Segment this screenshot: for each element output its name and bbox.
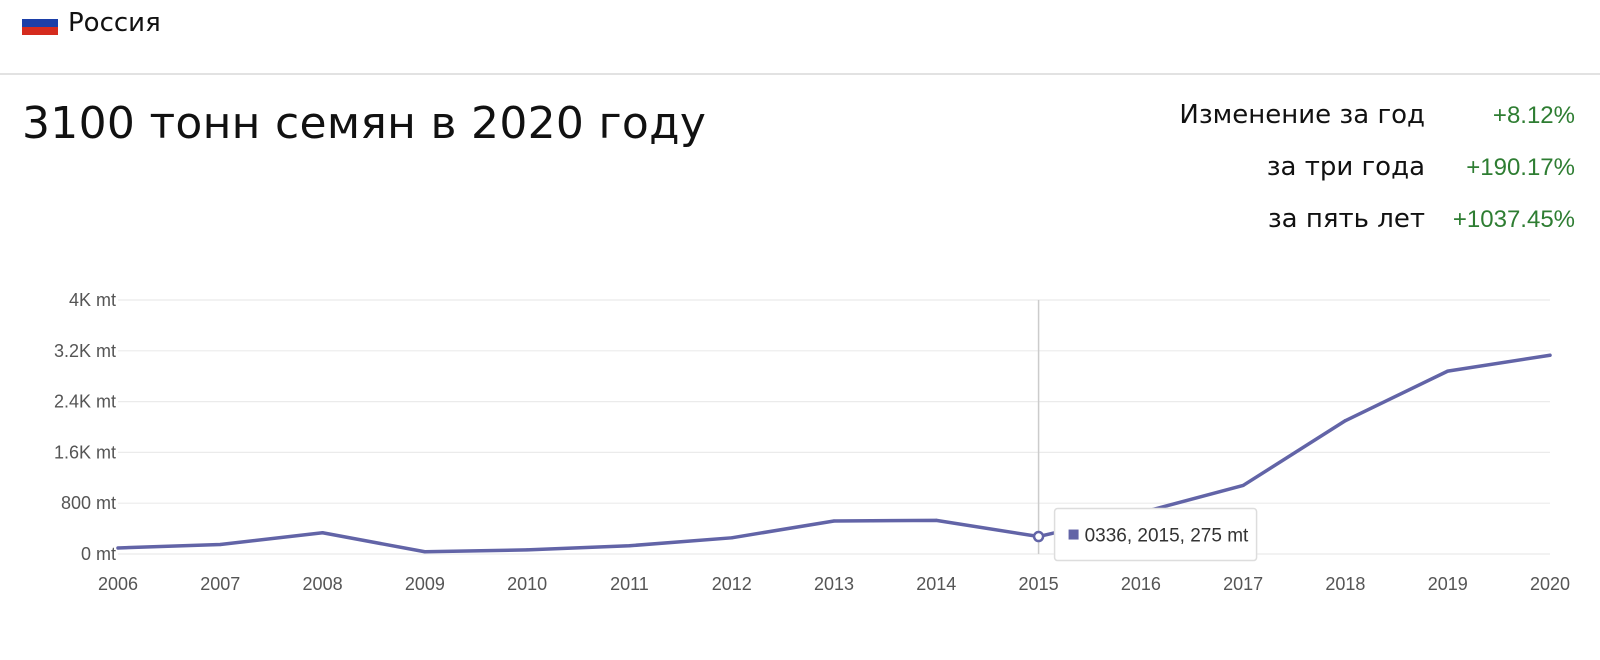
- header-divider: [0, 73, 1600, 75]
- x-tick-label: 2019: [1428, 574, 1468, 594]
- russia-flag-icon: [22, 11, 58, 35]
- line-chart[interactable]: 0 mt 800 mt 1.6K mt 2.4K mt 3.2K mt 4K mt 2006…: [0, 280, 1600, 620]
- change-label-five-years: за пять лет: [1267, 204, 1425, 234]
- flag-stripe-red: [22, 27, 58, 35]
- tooltip-swatch: [1068, 529, 1079, 540]
- x-tick-label: 2015: [1019, 574, 1059, 594]
- x-tick-label: 2006: [98, 574, 138, 594]
- page-title: 3100 тонн семян в 2020 году: [22, 98, 707, 149]
- x-tick-label: 2011: [610, 574, 649, 594]
- tooltip-box: [1053, 507, 1258, 562]
- data-point: [218, 542, 222, 547]
- data-point: [116, 546, 120, 550]
- y-tick-label: 800 mt: [61, 493, 116, 513]
- change-value-year: +8.12%: [1492, 102, 1575, 129]
- hover-point-marker: [1032, 530, 1045, 543]
- change-label-three-years: за три года: [1266, 152, 1425, 182]
- data-point: [320, 531, 325, 535]
- x-tick-label: 2007: [200, 574, 240, 594]
- y-tick-label: 4K mt: [69, 290, 116, 310]
- change-label-year: Изменение за год: [1179, 100, 1425, 130]
- y-tick-label: 1.6K mt: [54, 442, 116, 462]
- x-tick-label: 2010: [507, 574, 547, 594]
- change-row-five-years: за пять лет +1037.45%: [1179, 204, 1575, 256]
- x-tick-label: 2020: [1530, 574, 1570, 594]
- change-summary: Изменение за год +8.12% за три года +190…: [1179, 100, 1575, 256]
- data-point: [730, 536, 734, 540]
- data-point: [1446, 369, 1450, 373]
- y-tick-label: 0 mt: [81, 544, 116, 564]
- data-point: [627, 544, 632, 548]
- x-tick-label: 2012: [712, 574, 752, 594]
- data-point: [525, 548, 529, 552]
- x-tick-label: 2008: [303, 574, 343, 594]
- change-row-year: Изменение за год +8.12%: [1179, 100, 1575, 152]
- data-point: [1548, 353, 1552, 357]
- data-point: [934, 518, 938, 522]
- change-value-three-years: +190.17%: [1466, 154, 1575, 181]
- y-tick-label: 3.2K mt: [54, 341, 116, 361]
- data-point: [423, 550, 427, 554]
- data-point: [832, 519, 836, 523]
- change-row-three-years: за три года +190.17%: [1179, 152, 1575, 204]
- x-tick-label: 2014: [916, 574, 956, 594]
- change-value-five-years: +1037.45%: [1452, 206, 1575, 233]
- data-point: [1343, 419, 1348, 423]
- x-tick-label: 2018: [1325, 574, 1365, 594]
- country-header: Россия: [22, 6, 161, 40]
- x-tick-label: 2016: [1121, 574, 1161, 594]
- x-tick-label: 2013: [814, 574, 854, 594]
- x-tick-label: 2009: [405, 574, 445, 594]
- flag-stripe-white: [22, 11, 58, 19]
- country-name: Россия: [68, 8, 161, 38]
- flag-stripe-blue: [22, 19, 58, 27]
- y-tick-label: 2.4K mt: [54, 392, 116, 412]
- tooltip-text: 0336, 2015, 275 mt: [1085, 526, 1249, 547]
- x-tick-label: 2017: [1223, 574, 1263, 594]
- data-point: [1241, 483, 1245, 488]
